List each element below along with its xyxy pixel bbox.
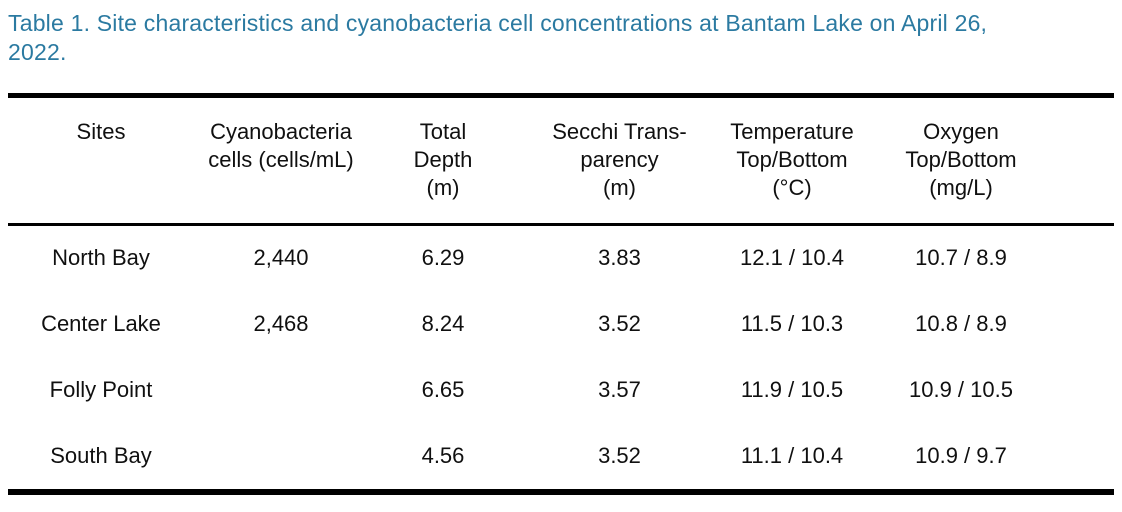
table-caption-line-2: 2022. (8, 39, 67, 65)
cyanobacteria-cell (194, 357, 368, 423)
oxygen-cell: 10.9 / 9.7 (915, 442, 1007, 468)
temperature-cell: 12.1 / 10.4 (740, 245, 844, 271)
temperature-cell: 11.1 / 10.4 (740, 442, 844, 468)
spacer-cell (1059, 423, 1114, 489)
header-line: (m) (603, 175, 636, 200)
site-name-cell: South Bay (50, 442, 152, 468)
column-header-temperature: Temperature Top/Bottom (°C) (721, 98, 863, 226)
table-bottom-rule (8, 488, 1114, 495)
site-name-cell: North Bay (52, 245, 150, 271)
table-header-row: Sites Cyanobacteria cells (cells/mL) Tot… (8, 98, 1114, 226)
secchi-cell: 3.52 (598, 310, 641, 336)
column-header-sites: Sites (8, 98, 194, 226)
column-header-total-depth: Total Depth (m) (368, 98, 518, 226)
total-depth-cell: 6.29 (421, 245, 465, 271)
site-name-cell: Center Lake (41, 310, 161, 336)
spacer-cell (1059, 357, 1114, 423)
header-line: Depth (413, 147, 473, 172)
header-line: Sites (76, 119, 126, 144)
secchi-cell: 3.83 (598, 245, 641, 271)
site-characteristics-table: Sites Cyanobacteria cells (cells/mL) Tot… (8, 98, 1114, 489)
oxygen-cell: 10.9 / 10.5 (909, 376, 1013, 402)
table-caption: Table 1. Site characteristics and cyanob… (8, 9, 1114, 67)
temperature-cell: 11.9 / 10.5 (740, 376, 844, 402)
header-line: (m) (426, 175, 460, 200)
header-line: cells (cells/mL) (208, 147, 354, 172)
spacer-cell (1059, 291, 1114, 357)
cyanobacteria-cell (194, 423, 368, 489)
secchi-cell: 3.52 (598, 442, 641, 468)
column-header-secchi-transparency: Secchi Trans- parency (m) (518, 98, 721, 226)
spacer-column-header (1059, 98, 1114, 226)
temperature-cell: 11.5 / 10.3 (740, 310, 844, 336)
header-line: Total (419, 119, 467, 144)
table-row-south-bay: South Bay 4.56 3.52 11.1 / 10.4 10.9 / 9… (8, 423, 1114, 489)
table-top-rule (8, 93, 1114, 98)
header-line: (°C) (772, 175, 812, 200)
table-row-center-lake: Center Lake 2,468 8.24 3.52 11.5 / 10.3 … (8, 291, 1114, 357)
cyanobacteria-cell: 2,468 (253, 310, 309, 336)
site-name-cell: Folly Point (49, 376, 153, 402)
table-caption-line-1: Table 1. Site characteristics and cyanob… (8, 10, 988, 36)
header-line: (mg/L) (929, 175, 993, 200)
header-line: Oxygen (923, 119, 999, 144)
total-depth-cell: 6.65 (421, 376, 465, 402)
header-line: parency (580, 147, 659, 172)
spacer-cell (1059, 225, 1114, 291)
cyanobacteria-cell: 2,440 (253, 245, 309, 271)
header-line: Top/Bottom (905, 147, 1017, 172)
header-line: Top/Bottom (736, 147, 848, 172)
table-row-folly-point: Folly Point 6.65 3.57 11.9 / 10.5 10.9 /… (8, 357, 1114, 423)
oxygen-cell: 10.8 / 8.9 (915, 310, 1007, 336)
column-header-oxygen: Oxygen Top/Bottom (mg/L) (863, 98, 1059, 226)
oxygen-cell: 10.7 / 8.9 (915, 245, 1007, 271)
total-depth-cell: 4.56 (421, 442, 465, 468)
secchi-cell: 3.57 (598, 376, 641, 402)
table-row-north-bay: North Bay 2,440 6.29 3.83 12.1 / 10.4 10… (8, 225, 1114, 291)
total-depth-cell: 8.24 (421, 310, 465, 336)
header-line: Secchi Trans- (552, 119, 687, 144)
column-header-cyanobacteria-cells: Cyanobacteria cells (cells/mL) (194, 98, 368, 226)
header-line: Cyanobacteria (210, 119, 352, 144)
header-line: Temperature (730, 119, 854, 144)
